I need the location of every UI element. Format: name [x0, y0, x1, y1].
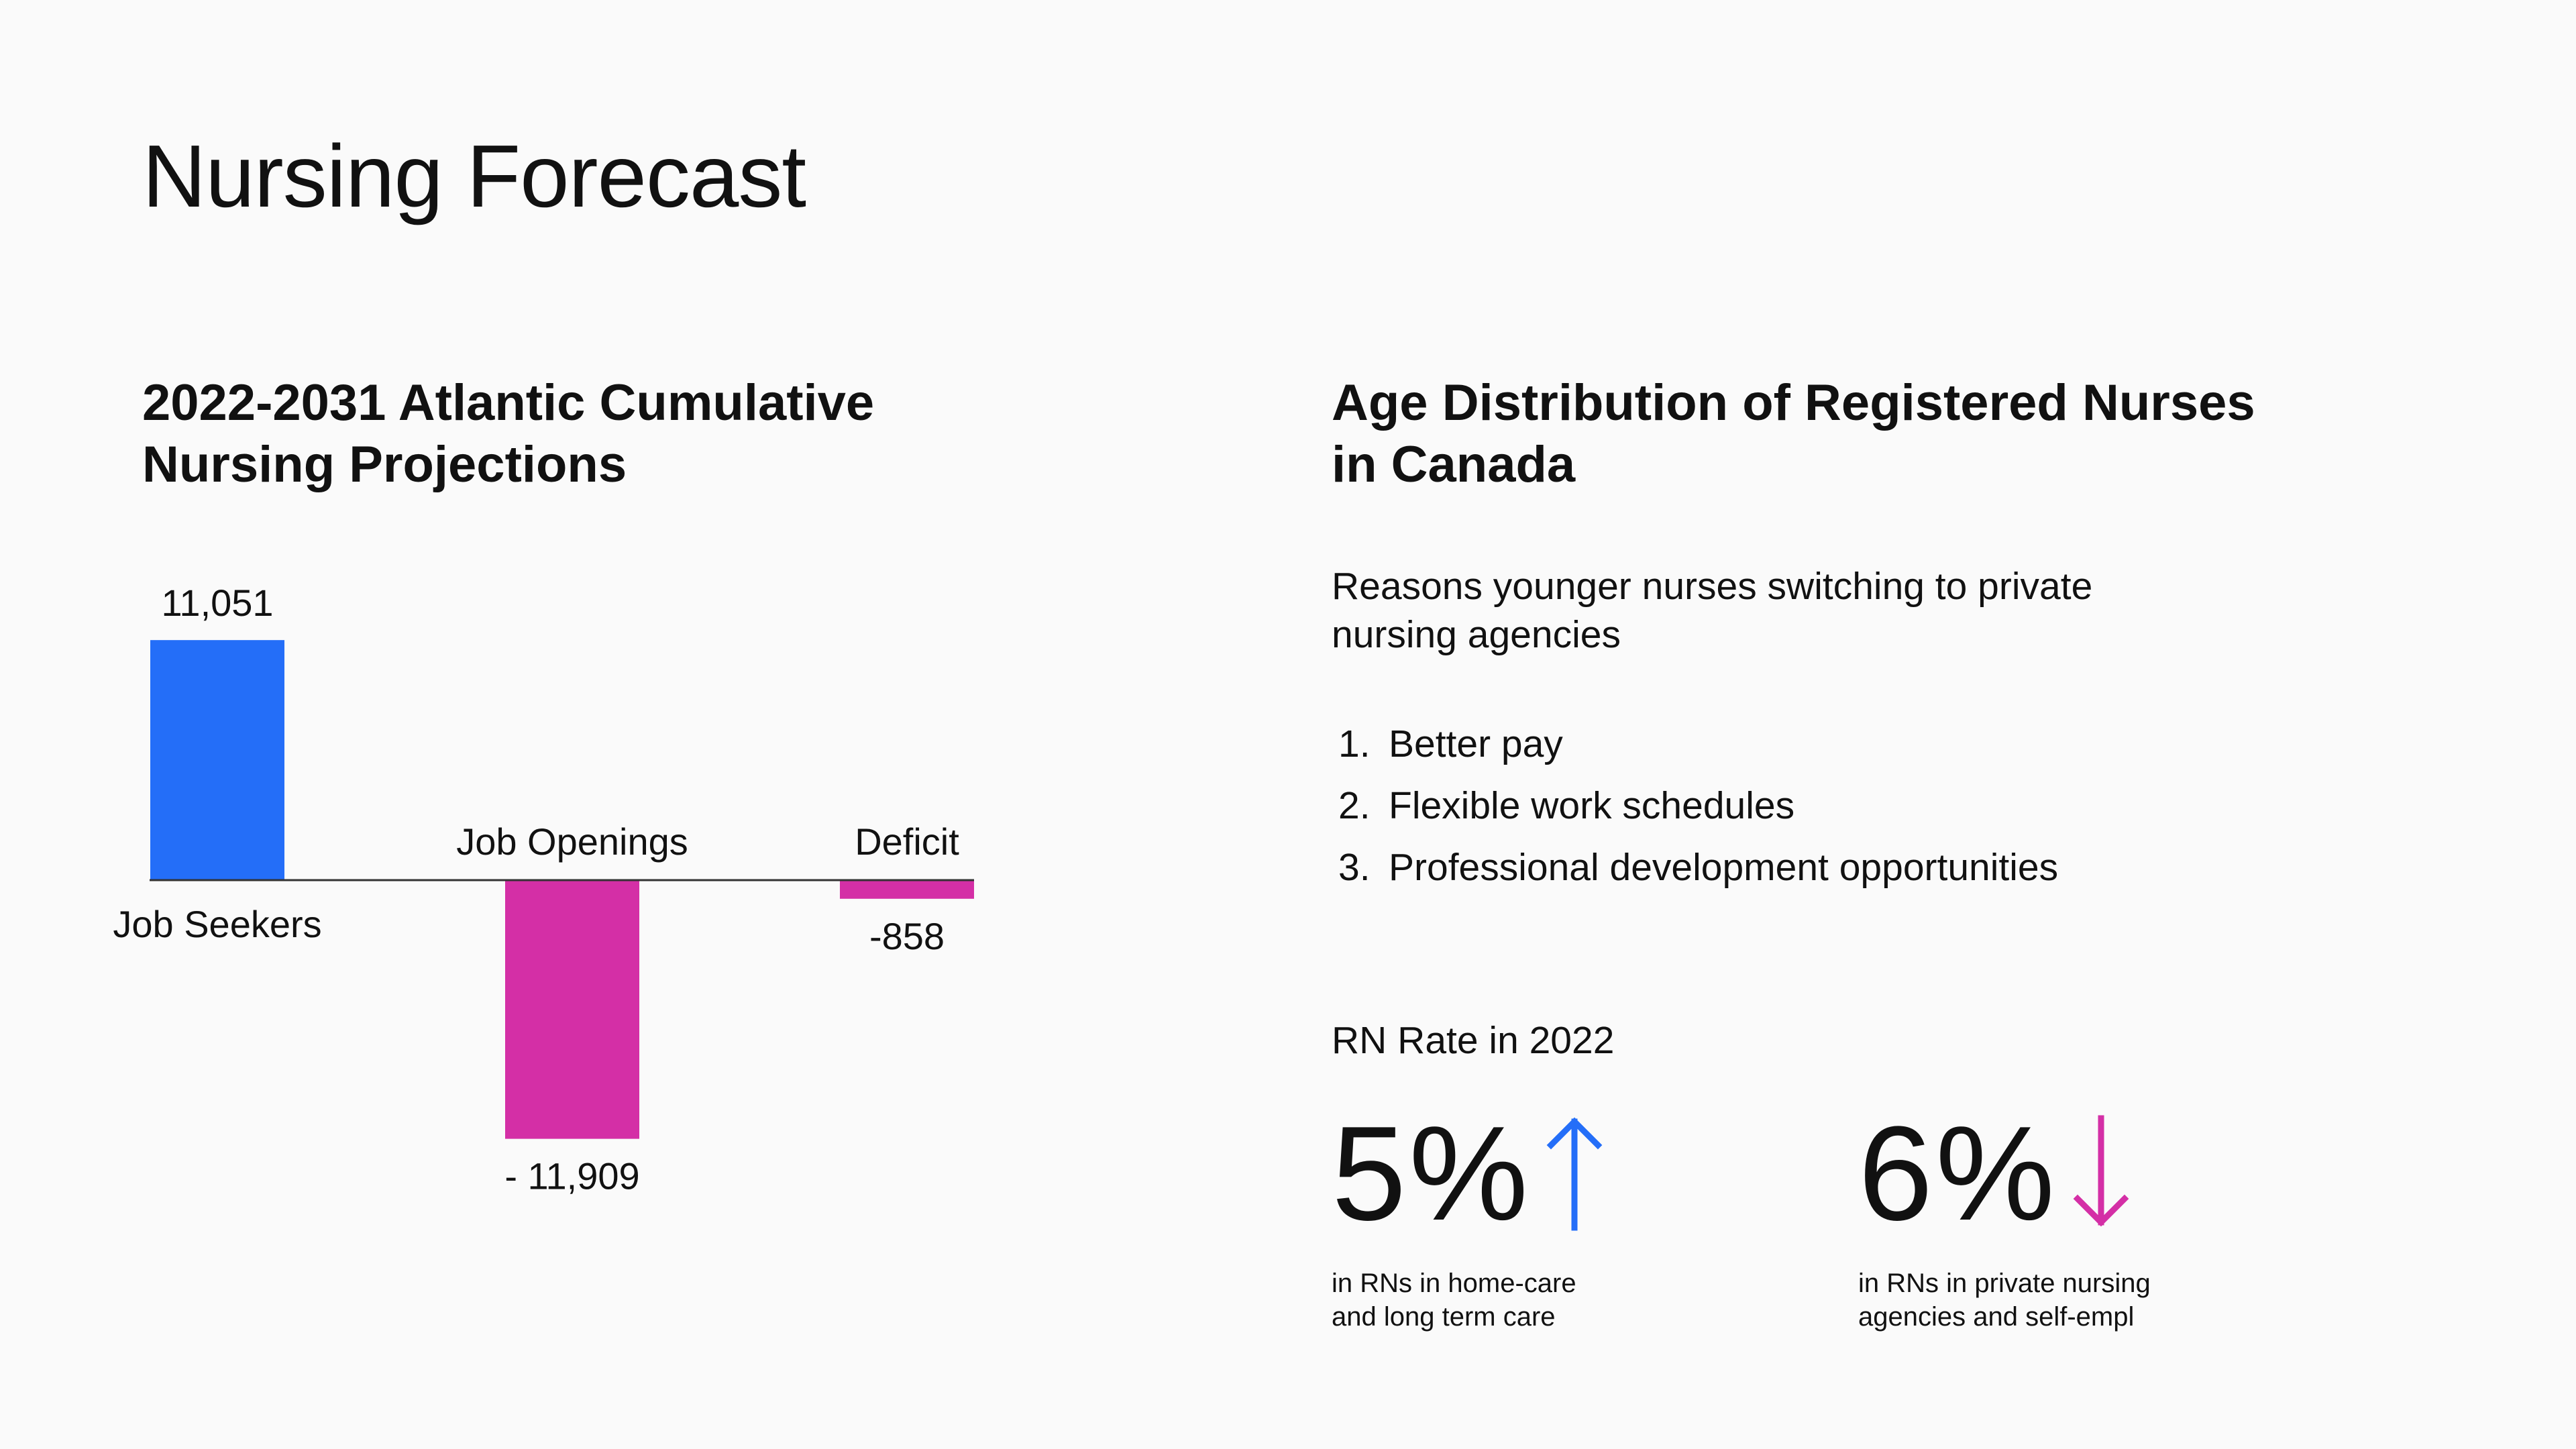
- list-item-text: Flexible work schedules: [1389, 784, 1795, 827]
- data-label: 11,051: [161, 582, 273, 624]
- stat-value: 6%: [1858, 1099, 2058, 1248]
- stat-value: 5%: [1332, 1099, 1532, 1248]
- list-item-text: Better pay: [1389, 722, 1563, 765]
- data-label: - 11,909: [504, 1155, 639, 1197]
- bar-deficit: [840, 880, 974, 899]
- category-label: Job Openings: [456, 820, 688, 863]
- chart-heading-line-1: 2022-2031 Atlantic Cumulative: [142, 374, 875, 431]
- stat-caption: in RNs in home-care and long term care: [1332, 1267, 1748, 1334]
- list-item-number: 2.: [1338, 784, 1371, 827]
- chart-heading: 2022-2031 Atlantic Cumulative Nursing Pr…: [142, 372, 1148, 496]
- list-item: 3. Professional development opportunitie…: [1338, 837, 2058, 898]
- list-item: 1. Better pay: [1338, 713, 2058, 775]
- list-item-number: 3.: [1338, 846, 1371, 889]
- page-title: Nursing Forecast: [142, 127, 806, 225]
- arrow-up-icon: [1544, 1115, 1605, 1236]
- category-label: Job Seekers: [113, 903, 321, 945]
- bar-job-seekers: [150, 640, 284, 880]
- list-item-number: 1.: [1338, 722, 1371, 765]
- rate-heading: RN Rate in 2022: [1332, 1019, 1615, 1062]
- stat-caption-line-2: agencies and self-empl: [1858, 1302, 2135, 1332]
- stat-caption: in RNs in private nursing agencies and s…: [1858, 1267, 2274, 1334]
- chart-heading-line-2: Nursing Projections: [142, 436, 627, 493]
- reasons-intro-line-1: Reasons younger nurses switching to priv…: [1332, 565, 2093, 608]
- stat-caption-line-1: in RNs in home-care: [1332, 1269, 1576, 1298]
- list-item: 2. Flexible work schedules: [1338, 775, 2058, 837]
- arrow-down-icon: [2071, 1115, 2131, 1236]
- bar-job-openings: [505, 880, 639, 1139]
- stat-home-care: 5% in RNs in home-care and long term car…: [1332, 1107, 1748, 1334]
- reasons-intro: Reasons younger nurses switching to priv…: [1332, 562, 2338, 659]
- reasons-intro-line-2: nursing agencies: [1332, 613, 1621, 656]
- age-heading-line-2: in Canada: [1332, 436, 1576, 493]
- reasons-list: 1. Better pay 2. Flexible work schedules…: [1338, 713, 2058, 898]
- age-heading-line-1: Age Distribution of Registered Nurses: [1332, 374, 2255, 431]
- category-label: Deficit: [855, 820, 959, 863]
- stat-caption-line-2: and long term care: [1332, 1302, 1556, 1332]
- stat-private-agencies: 6% in RNs in private nursing agencies an…: [1858, 1107, 2274, 1334]
- age-distribution-heading: Age Distribution of Registered Nurses in…: [1332, 372, 2338, 496]
- list-item-text: Professional development opportunities: [1389, 846, 2059, 889]
- data-label: -858: [869, 915, 945, 957]
- stat-caption-line-1: in RNs in private nursing: [1858, 1269, 2151, 1298]
